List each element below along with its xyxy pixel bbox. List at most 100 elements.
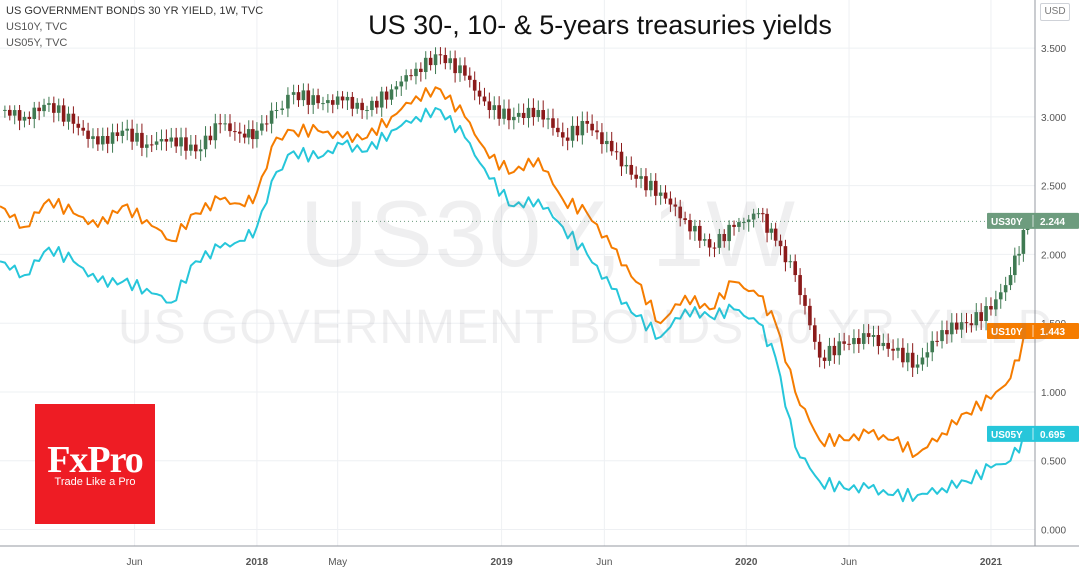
candle-body [482,96,487,102]
candle-body [595,130,599,133]
candle-body [394,86,399,90]
y-tick-label: 3.500 [1041,44,1066,55]
candle-body [989,306,993,310]
candle-body [778,240,783,247]
legend-us30y[interactable]: US GOVERNMENT BONDS 30 YR YIELD, 1W, TVC [6,5,264,17]
candle-body [575,125,580,136]
candle-body [17,110,22,121]
candle-body [984,306,988,322]
candle-body [340,96,345,101]
y-tick-label: 0.500 [1041,457,1066,468]
candle-body [350,96,355,109]
candle-body [688,220,692,232]
candle-body [100,136,105,145]
candle-body [223,123,227,125]
candle-body [316,95,320,104]
candle-body [585,120,590,124]
candle-body [27,116,32,119]
candle-body [1021,229,1026,254]
candle-body [330,100,335,105]
candle-body [260,123,264,131]
candle-body [658,192,663,196]
candle-body [901,347,905,363]
candle-body [683,218,687,221]
candle-body [765,213,769,233]
candle-body [712,247,717,249]
candle-body [546,118,550,120]
candle-body [389,89,394,100]
candle-body [639,176,643,179]
candle-body [419,68,423,73]
candle-body [1008,275,1013,286]
candle-body [477,90,482,97]
candle-body [296,92,301,101]
candle-body [915,364,920,368]
candle-body [237,131,242,134]
candle-body [12,110,17,116]
candle-body [702,239,707,241]
candle-body [174,137,178,147]
candle-body [940,330,944,342]
candle-body [311,95,315,105]
candle-body [404,75,408,82]
candle-body [86,130,90,139]
candle-body [678,206,683,219]
candle-body [974,312,979,326]
candle-body [822,357,827,361]
candle-body [458,65,462,74]
y-tick-label: 3.000 [1041,113,1066,124]
candle-body [399,81,404,87]
x-tick-label: 2021 [980,557,1003,568]
legend-us10y[interactable]: US10Y, TVC [6,21,68,33]
price-tag-us30y-value: 2.244 [1040,217,1065,228]
x-tick-label: May [328,557,347,568]
candle-body [954,322,959,330]
candle-body [998,292,1003,300]
candle-body [203,135,208,150]
candle-body [218,123,223,125]
candle-body [335,96,340,105]
candle-body [600,132,604,145]
watermark-symbol: US30Y, 1W [300,181,797,286]
candle-body [66,113,71,122]
candle-body [707,239,712,248]
candle-body [76,123,81,128]
candle-body [345,96,350,101]
candle-body [541,110,545,120]
candle-body [291,92,296,95]
series-line-us05y [0,107,1029,503]
candle-body [512,116,516,121]
candle-body [61,105,66,122]
candle-body [502,108,506,119]
candle-body [56,105,61,113]
x-tick-label: 2018 [246,557,269,568]
candle-body [925,352,930,358]
candle-body [414,68,418,77]
candle-body [590,123,594,131]
x-tick-label: 2019 [490,557,513,568]
candle-body [423,57,428,73]
candle-body [693,225,697,232]
legend-us05y[interactable]: US05Y, TVC [6,37,68,49]
candle-body [164,139,169,142]
candle-body [213,123,218,141]
candle-body [871,335,876,337]
candle-body [526,107,531,119]
candle-body [876,335,881,347]
candle-body [842,341,846,344]
candle-body [930,340,935,353]
candle-body [22,116,27,121]
candle-body [433,54,438,66]
candle-body [37,107,41,112]
candle-body [886,342,890,349]
candle-body [384,91,389,100]
currency-button[interactable]: USD [1040,3,1070,21]
candle-body [994,299,998,310]
candle-body [737,222,741,227]
candle-body [861,333,866,344]
candle-body [487,101,492,111]
candle-body [905,352,910,363]
candle-body [189,144,193,151]
x-tick-label: Jun [127,557,143,568]
candle-body [783,246,788,263]
